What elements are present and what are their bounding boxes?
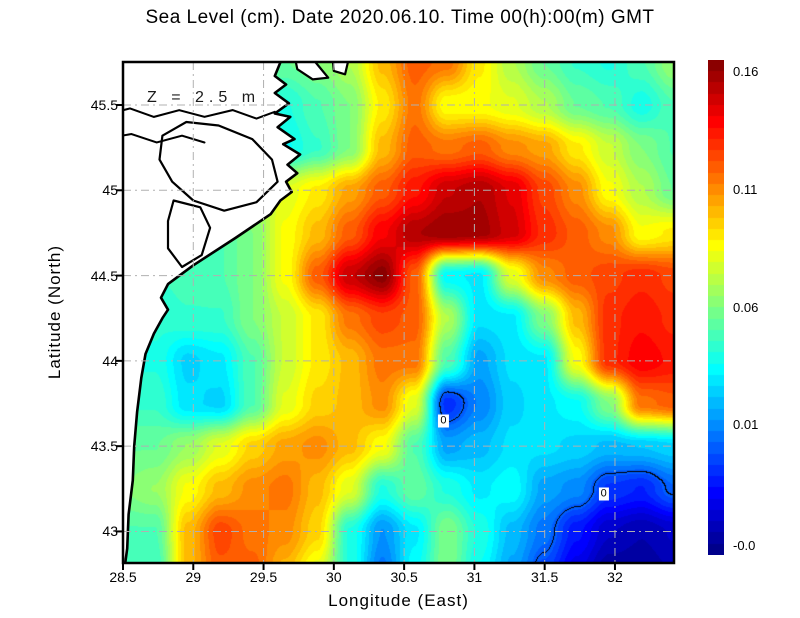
map-layers xyxy=(123,62,349,563)
land-island xyxy=(294,62,330,81)
colorbar-tick-label: 0.11 xyxy=(733,181,758,197)
y-tick-label: 43 xyxy=(102,523,118,540)
x-tick-label: 29.5 xyxy=(249,569,278,585)
x-tick-label: 32 xyxy=(607,569,623,585)
colorbar-tick-label: -0.0 xyxy=(733,537,756,553)
y-tick-label: 45 xyxy=(102,182,118,199)
y-tick-label: 44 xyxy=(102,352,118,369)
river xyxy=(123,107,276,120)
x-tick-label: 28.5 xyxy=(109,569,137,585)
colorbar-tick-label: 0.16 xyxy=(733,63,759,79)
y-axis-label: Latitude (North) xyxy=(45,244,64,380)
lake xyxy=(166,199,212,269)
colorbar-tick-label: 0.01 xyxy=(733,417,759,433)
x-tick-label: 30 xyxy=(326,569,342,585)
lake xyxy=(158,120,279,212)
colorbar-tick-label: 0.06 xyxy=(733,299,759,315)
x-tick-label: 29 xyxy=(185,569,202,585)
river xyxy=(123,132,206,144)
x-tick-label: 30.5 xyxy=(390,569,418,585)
land-coastline xyxy=(123,62,302,563)
x-tick-label: 31 xyxy=(466,569,483,585)
plot-frame xyxy=(121,60,676,565)
x-tick-label: 31.5 xyxy=(531,569,559,585)
zero-contour-label: 0 xyxy=(598,487,609,501)
land-island xyxy=(331,62,349,76)
depth-annotation: Z = 2.5 m xyxy=(147,89,261,106)
y-tick-label: 44.5 xyxy=(90,267,118,284)
zero-contour-label: 0 xyxy=(438,414,449,428)
y-tick-label: 43.5 xyxy=(90,438,118,455)
x-axis-label: Longitude (East) xyxy=(328,591,469,610)
figure-title: Sea Level (cm). Date 2020.06.10. Time 00… xyxy=(145,7,655,28)
colorbar-gradient xyxy=(708,60,724,555)
y-tick-label: 45.5 xyxy=(90,96,118,113)
